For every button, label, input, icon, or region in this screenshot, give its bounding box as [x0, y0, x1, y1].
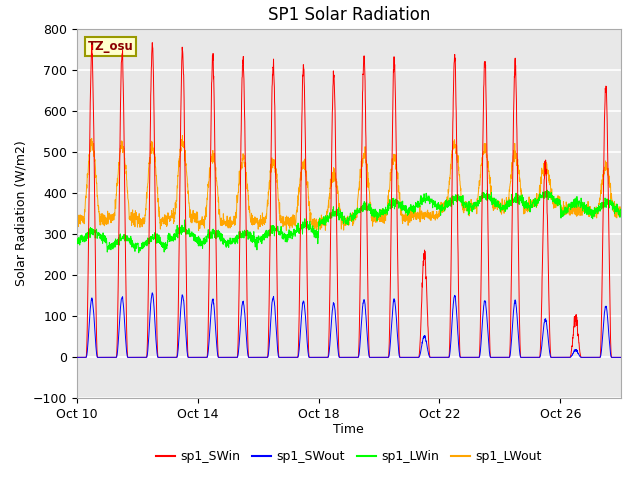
Text: TZ_osu: TZ_osu: [88, 40, 133, 53]
Legend: sp1_SWin, sp1_SWout, sp1_LWin, sp1_LWout: sp1_SWin, sp1_SWout, sp1_LWin, sp1_LWout: [151, 445, 547, 468]
X-axis label: Time: Time: [333, 422, 364, 435]
Title: SP1 Solar Radiation: SP1 Solar Radiation: [268, 6, 430, 24]
Y-axis label: Solar Radiation (W/m2): Solar Radiation (W/m2): [14, 141, 27, 287]
